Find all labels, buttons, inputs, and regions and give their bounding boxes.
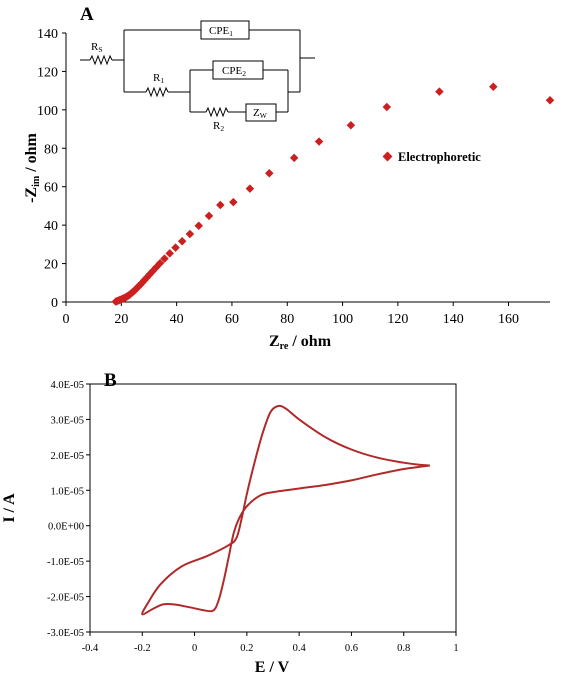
panel-b-x-ticks: -0.4 -0.2 0 0.2 0.4 0.6 0.8 1	[82, 632, 459, 654]
x-tick-label: -0.4	[82, 643, 99, 654]
x-tick-label: 1	[453, 643, 458, 654]
panel-b-cv-curve	[141, 404, 431, 616]
data-point	[314, 137, 324, 146]
x-tick-label: 160	[498, 312, 519, 327]
label-zw: ZW	[253, 107, 268, 120]
x-tick-label: 0.6	[345, 643, 358, 654]
y-tick-label: 2.0E-05	[50, 451, 84, 462]
label-cpe1: CPE1	[209, 25, 233, 38]
circuit-labels: RS CPE1 R1 CPE2 R2 ZW	[91, 25, 268, 133]
data-point	[489, 82, 498, 92]
data-point	[185, 229, 195, 239]
x-tick-label: 0	[63, 312, 70, 327]
equivalent-circuit	[80, 20, 315, 122]
x-tick-label: -0.2	[134, 643, 151, 654]
y-tick-label: 40	[44, 219, 58, 234]
y-tick-label: 1.0E-05	[50, 486, 84, 497]
y-tick-label: 60	[44, 181, 58, 196]
panel-b-plot-frame	[89, 383, 457, 633]
label-cpe2: CPE2	[222, 65, 246, 78]
data-point	[545, 96, 555, 105]
panel-b-y-ticks: 4.0E-05 3.0E-05 2.0E-05 1.0E-05 0.0E+00 -1.0E…	[47, 380, 90, 639]
label-rs: RS	[91, 41, 103, 54]
panel-a-label: A	[80, 4, 94, 25]
x-tick-label: 0	[192, 643, 197, 654]
panel-a-data-series	[111, 82, 555, 306]
x-tick-label: 60	[225, 312, 239, 327]
data-point	[229, 197, 238, 207]
panel-a-x-axis-title: Zre / ohm	[269, 333, 332, 352]
y-tick-label: 3.0E-05	[50, 415, 84, 426]
resistor-r1	[145, 86, 169, 98]
y-tick-label: 4.0E-05	[50, 380, 84, 391]
panel-b-x-axis-title: E / V	[255, 659, 290, 676]
y-tick-label: 0	[51, 296, 58, 311]
panel-a: A 0 20 40 60 80 100 120 140 0 20 40 60 80 100 120 140 1…	[23, 4, 555, 352]
x-tick-label: 20	[114, 312, 128, 327]
y-tick-label: 120	[37, 65, 58, 80]
label-r1: R1	[153, 72, 164, 85]
resistor-rs	[89, 54, 113, 66]
panel-a-x-ticks: 0 20 40 60 80 100 120 140 160	[63, 302, 519, 327]
data-point	[289, 153, 299, 163]
data-point	[216, 200, 225, 210]
y-tick-label: -3.0E-05	[47, 628, 84, 639]
y-tick-label: 100	[37, 104, 58, 119]
x-tick-label: 0.4	[293, 643, 307, 654]
data-point	[160, 254, 169, 263]
data-point	[346, 120, 356, 130]
legend-marker	[382, 151, 393, 162]
y-tick-label: 20	[44, 258, 58, 273]
data-point	[245, 184, 255, 193]
x-tick-label: 100	[332, 312, 353, 327]
y-tick-label: 80	[44, 142, 58, 157]
x-tick-label: 0.8	[397, 643, 410, 654]
panel-a-y-axis-title: -Zim / ohm	[23, 132, 42, 202]
label-r2: R2	[213, 120, 224, 133]
resistor-r2	[205, 106, 229, 118]
data-point	[194, 221, 203, 230]
panel-b-label: B	[104, 370, 117, 391]
data-point	[177, 237, 187, 246]
panel-a-legend: Electrophoretic	[382, 150, 481, 164]
y-tick-label: -2.0E-05	[47, 593, 84, 604]
x-tick-label: 0.2	[240, 643, 253, 654]
y-tick-label: 0.0E+00	[48, 522, 84, 533]
panel-b-y-axis-title: I / A	[1, 493, 18, 523]
x-tick-label: 140	[443, 312, 464, 327]
panel-a-y-ticks: 0 20 40 60 80 100 120 140	[37, 27, 66, 311]
data-point	[204, 211, 214, 221]
data-point	[265, 169, 274, 178]
data-point	[382, 102, 392, 112]
data-point	[165, 249, 174, 258]
panel-b: B 4.0E-05 3.0E-05 2.0E-05 1.0E-05 0.0E+00 -1.…	[1, 370, 459, 676]
data-point	[155, 258, 165, 268]
x-tick-label: 120	[387, 312, 408, 327]
y-tick-label: 140	[37, 27, 58, 42]
legend-label: Electrophoretic	[398, 150, 481, 164]
x-tick-label: 40	[170, 312, 184, 327]
data-point	[171, 243, 180, 252]
y-tick-label: -1.0E-05	[47, 557, 84, 568]
data-point	[435, 87, 444, 96]
x-tick-label: 80	[280, 312, 294, 327]
